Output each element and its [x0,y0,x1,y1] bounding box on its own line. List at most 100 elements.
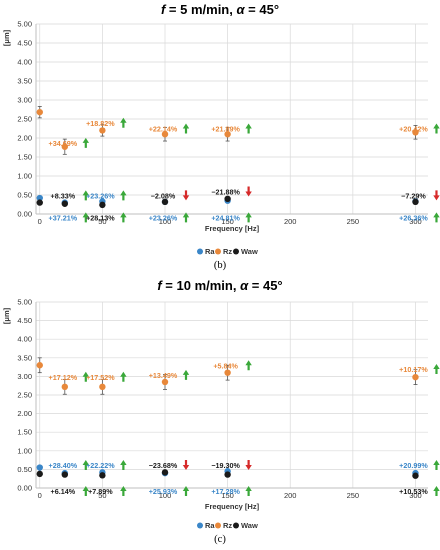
x-tick-label: 150 [221,217,234,226]
change-annotation: +7.89% [88,487,113,496]
arrow-down-icon [245,186,252,197]
legend-marker-ra [197,522,203,529]
change-annotation: −7.29% [401,191,426,200]
arrow-up-icon [82,212,90,223]
x-tick-label: 200 [284,217,297,226]
change-annotation: +6.14% [51,487,76,496]
arrow-up-icon [245,212,252,223]
arrow-up-icon [182,486,190,496]
data-point-waw [36,470,43,478]
data-point-rz [99,383,106,391]
data-point-rz [224,131,231,138]
change-annotation: +24.81% [211,213,240,222]
arrow-up-icon [182,123,190,134]
arrow-up-icon [82,190,90,201]
arrow-up-icon [182,369,190,380]
legend-label: Rz [223,521,232,530]
change-annotation: +8.33% [51,191,76,200]
arrow-up-icon [433,123,440,134]
legend-label: Waw [241,521,258,530]
y-tick-label: 1.00 [17,172,32,181]
change-annotation: +22.22% [86,461,115,470]
change-annotation: −23.68% [149,461,178,470]
y-tick-label: 5.00 [17,298,32,307]
change-annotation: +25.93% [149,487,178,496]
arrow-up-icon [82,371,90,382]
y-tick-label: 0.00 [17,210,32,219]
y-tick-label: 4.50 [17,316,32,325]
arrow-up-icon [120,190,127,201]
change-annotation: +20.42% [399,124,428,133]
x-tick-label: 300 [409,491,422,500]
arrow-up-icon [120,371,127,382]
data-point-rz [224,369,231,376]
arrow-up-icon [245,486,252,496]
arrow-up-icon [120,459,127,470]
chart-title-part: = 10 m/min, [162,278,240,293]
arrow-down-icon [433,190,440,201]
data-point-waw [61,471,69,478]
y-tick-label: 2.50 [17,115,32,124]
change-annotation: −2.08% [151,191,176,200]
y-tick-label: 2.00 [17,409,32,418]
arrow-up-icon [433,486,440,496]
arrow-up-icon [182,212,190,223]
y-tick-label: 2.00 [17,134,32,143]
arrow-up-icon [245,360,252,371]
arrow-up-icon [120,117,127,128]
legend-label: Waw [241,247,258,256]
arrow-up-icon [82,486,90,496]
legend-label: Rz [223,247,232,256]
data-point-waw [224,195,231,202]
figure-caption: (b) [214,260,227,271]
x-tick-label: 200 [284,491,297,500]
y-tick-label: 3.00 [17,372,32,381]
data-point-ra [36,464,43,471]
x-tick-label: 100 [159,491,172,500]
chart-title-part: = 5 m/min, [165,2,236,17]
arrow-up-icon [433,459,440,470]
data-point-ra [36,194,43,202]
y-tick-label: 0.00 [17,484,32,493]
data-point-waw [161,469,169,476]
chart-title-part: f [161,2,167,17]
data-point-rz [161,131,169,138]
chart-title-part: = 45° [248,278,282,293]
change-annotation: −21.88% [211,188,240,197]
change-annotation: +17.28% [211,487,240,496]
arrow-up-icon [82,459,90,470]
change-annotation: +18.82% [86,119,115,128]
x-tick-label: 250 [347,217,360,226]
x-tick-label: 0 [38,217,42,226]
y-axis-label: [μm] [2,307,11,324]
legend-label: Ra [205,247,215,256]
change-annotation: +22.14% [149,124,178,133]
data-point-rz [412,373,419,381]
legend-marker-ra [197,248,203,255]
change-annotation: +28.13% [86,213,115,222]
data-point-rz [99,127,106,134]
data-point-waw [224,471,231,478]
change-annotation: +34.69% [49,139,78,148]
y-tick-label: 5.00 [17,20,32,29]
x-tick-label: 300 [409,217,422,226]
y-tick-label: 4.00 [17,335,32,344]
chart-title: f = 5 m/min, α = 45° [161,2,279,17]
arrow-up-icon [120,212,127,223]
change-annotation: +10.17% [399,365,428,374]
change-annotation: +37.21% [49,213,78,222]
chart-title: f = 10 m/min, α = 45° [157,278,282,293]
data-point-waw [161,198,169,206]
y-tick-label: 3.50 [17,353,32,362]
arrow-up-icon [82,137,90,148]
data-point-waw [99,201,106,209]
change-annotation: +21.89% [211,124,240,133]
chart-title-part: α [236,2,245,17]
change-annotation: +10.53% [399,487,428,496]
data-point-waw [412,198,419,206]
arrow-down-icon [245,459,252,470]
y-tick-label: 1.00 [17,446,32,455]
y-tick-label: 4.00 [17,58,32,67]
x-tick-label: 150 [221,491,234,500]
y-tick-label: 2.50 [17,391,32,400]
